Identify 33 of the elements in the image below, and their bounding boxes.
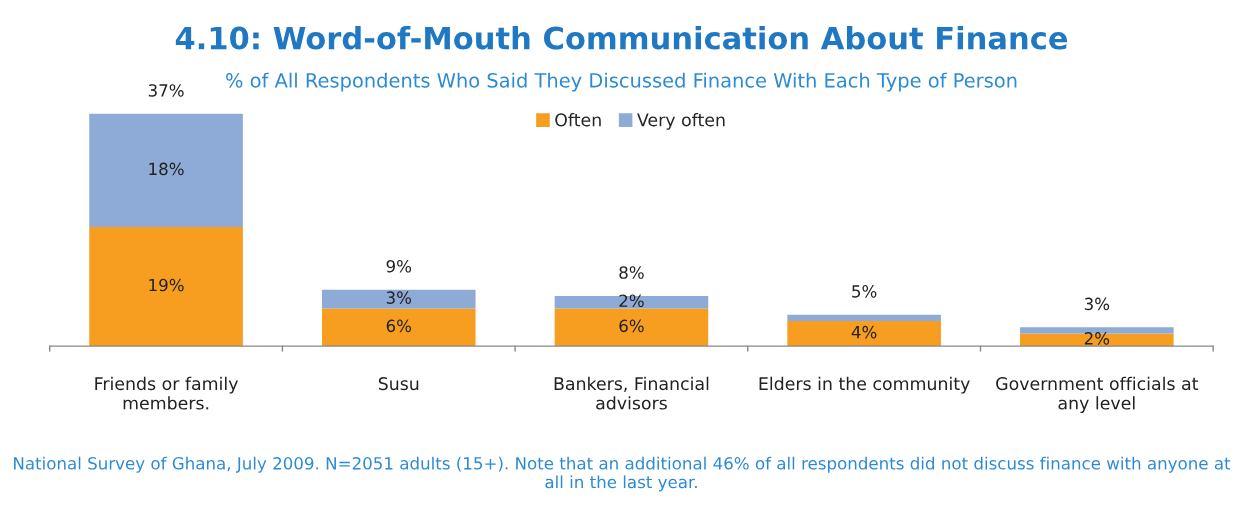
data-label: 4% <box>851 325 877 339</box>
data-label: 3% <box>386 291 412 304</box>
legend-label: Often <box>555 112 601 127</box>
bar <box>321 308 476 347</box>
total-label: 5% <box>852 285 877 298</box>
legend-label: Very often <box>637 112 725 130</box>
bar <box>1020 327 1174 334</box>
x-tick-label: Elders in the community <box>759 376 970 394</box>
x-tick-label: Susu <box>378 377 419 391</box>
data-label: 2% <box>619 294 644 308</box>
x-tick-label: Friends or family members. <box>95 376 238 410</box>
data-label: 18% <box>149 162 184 176</box>
bar <box>554 295 709 309</box>
data-label: 6% <box>619 319 644 333</box>
data-label: 6% <box>386 319 412 333</box>
x-tick-label: Bankers, Financial advisors <box>554 376 709 410</box>
chart-subtitle: % of All Respondents Who Said They Discussed Finance With Each Type of Person <box>226 72 1017 92</box>
total-label: 9% <box>386 259 412 273</box>
total-label: 37% <box>148 84 184 97</box>
total-label: 8% <box>619 266 644 279</box>
bar <box>89 113 243 227</box>
data-label: 2% <box>1084 332 1110 345</box>
chart-title: 4.10: Word-of-Mouth Communication About Finance <box>175 25 1068 50</box>
bar <box>1020 333 1174 347</box>
bar <box>787 314 941 322</box>
text: National Survey of Ghana, July 2009. N=2051 adults (15+). Note that an additional 46% of all respondents did not discuss finance with anyone at all in the last year. <box>14 456 1231 492</box>
data-label: 19% <box>149 278 184 292</box>
bar <box>89 226 243 347</box>
x-tick-label: Government officials at any level <box>996 376 1199 413</box>
bar <box>554 308 709 347</box>
bar <box>321 289 476 309</box>
bar <box>787 321 941 347</box>
total-label: 3% <box>1084 297 1110 311</box>
